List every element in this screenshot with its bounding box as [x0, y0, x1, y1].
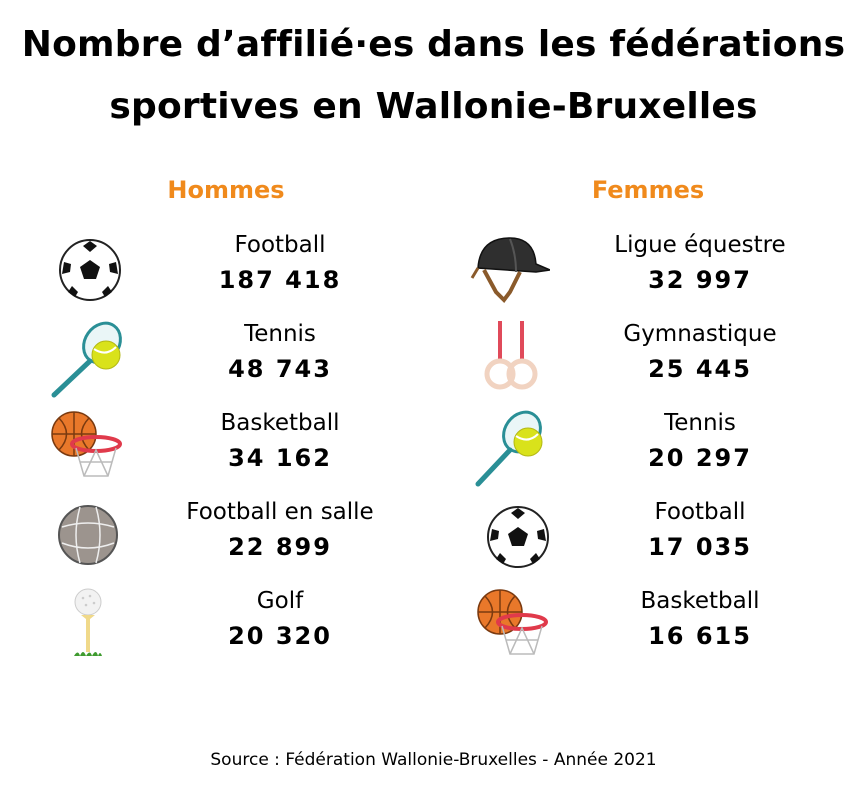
women-item-label: Ligue équestre	[614, 232, 786, 258]
men-item-futsal: Football en salle 22 899	[50, 497, 470, 577]
women-item-equestrian: Ligue équestre 32 997	[470, 230, 867, 310]
men-item-value: 187 418	[218, 266, 342, 294]
men-item-value: 34 162	[228, 444, 332, 472]
men-item-golf: Golf 20 320	[50, 586, 470, 666]
gymnastic-rings-icon	[470, 319, 550, 399]
women-item-label: Tennis	[664, 410, 736, 436]
riding-helmet-icon	[470, 230, 550, 310]
basketball-hoop-icon	[50, 408, 130, 488]
golf-ball-icon	[50, 586, 130, 666]
men-item-basketball: Basketball 34 162	[50, 408, 470, 488]
women-item-value: 25 445	[648, 355, 752, 383]
men-item-value: 20 320	[228, 622, 332, 650]
men-item-label: Tennis	[244, 321, 316, 347]
men-item-value: 48 743	[228, 355, 332, 383]
men-item-label: Football	[234, 232, 326, 258]
women-heading: Femmes	[591, 176, 705, 204]
women-item-gymnastics: Gymnastique 25 445	[470, 319, 867, 399]
women-item-football: Football 17 035	[470, 497, 867, 577]
men-item-label: Football en salle	[186, 499, 374, 525]
futsal-ball-icon	[50, 497, 130, 577]
soccer-ball-icon	[470, 497, 550, 577]
men-heading: Hommes	[167, 176, 285, 204]
source-note: Source : Fédération Wallonie-Bruxelles -…	[210, 750, 657, 770]
women-item-value: 17 035	[648, 533, 752, 561]
tennis-racket-icon	[470, 408, 550, 488]
tennis-racket-icon	[50, 319, 130, 399]
women-item-value: 16 615	[648, 622, 752, 650]
women-item-label: Gymnastique	[623, 321, 777, 347]
women-item-tennis: Tennis 20 297	[470, 408, 867, 488]
men-item-tennis: Tennis 48 743	[50, 319, 470, 399]
title-line-1: Nombre d’affilié·es dans les fédérations	[21, 24, 846, 65]
title-line-2: sportives en Wallonie-Bruxelles	[109, 86, 758, 127]
page-title: Nombre d’affilié·es dans les fédérations…	[0, 14, 867, 138]
soccer-ball-icon	[50, 230, 130, 310]
women-item-label: Football	[654, 499, 746, 525]
basketball-hoop-icon	[470, 586, 550, 666]
women-item-value: 20 297	[648, 444, 752, 472]
men-item-football: Football 187 418	[50, 230, 470, 310]
women-item-basketball: Basketball 16 615	[470, 586, 867, 666]
women-item-label: Basketball	[640, 588, 760, 614]
men-item-label: Basketball	[220, 410, 340, 436]
men-item-label: Golf	[256, 588, 304, 614]
women-item-value: 32 997	[648, 266, 752, 294]
men-item-value: 22 899	[228, 533, 332, 561]
